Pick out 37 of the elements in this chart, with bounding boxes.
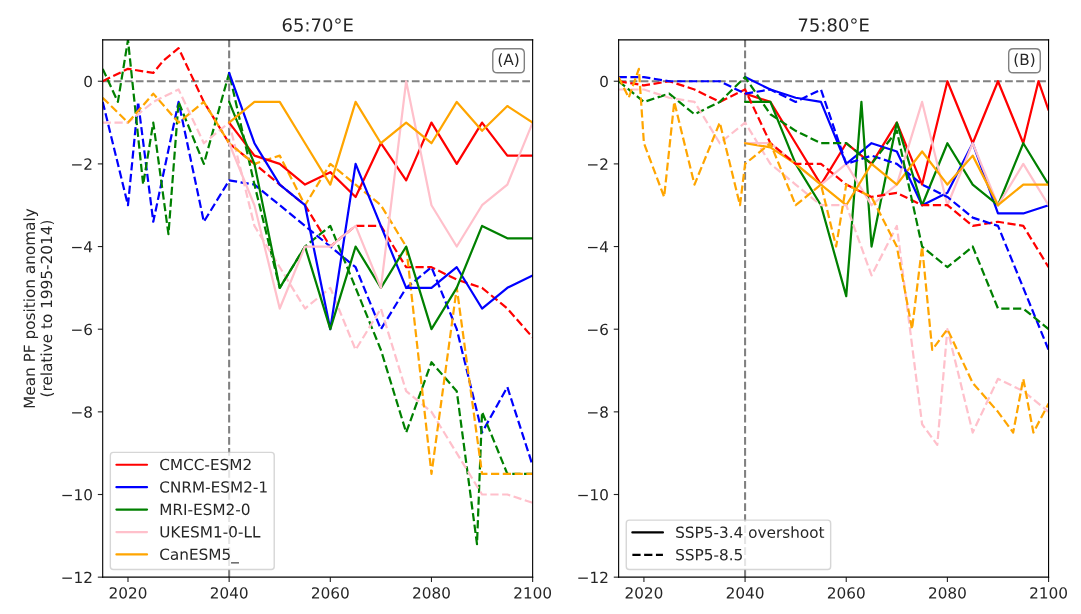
y-tick-label: −2 xyxy=(588,158,608,170)
x-tick-label: 2040 xyxy=(210,587,248,599)
y-tick-label: −8 xyxy=(72,406,92,418)
y-tick-label: −2 xyxy=(72,158,92,170)
x-tick-label: 2060 xyxy=(311,587,349,599)
x-tick-label: 2020 xyxy=(625,587,663,599)
annotation: (B) xyxy=(1014,53,1035,67)
legend-label: CMCC-ESM2 xyxy=(160,458,251,471)
y-tick-label: −6 xyxy=(588,323,608,336)
y-tick-label: −10 xyxy=(62,488,92,501)
x-tick-label: 2100 xyxy=(514,587,552,599)
chart-title: 65:70°E xyxy=(282,18,353,32)
y-tick-label: 0 xyxy=(84,75,92,88)
y-tick-label: −12 xyxy=(578,571,608,583)
x-tick-label: 2060 xyxy=(827,587,865,599)
y-tick-label: 0 xyxy=(600,75,608,88)
chart-title: 75:80°E xyxy=(798,18,869,32)
legend-label: CanESM5_ xyxy=(160,548,239,564)
y-axis-title: Mean PF position anomaly (relative to 1995-2014) xyxy=(23,208,55,408)
annotation: (A) xyxy=(498,53,519,67)
y-tick-label: −4 xyxy=(72,241,93,253)
y-tick-label: −10 xyxy=(578,488,608,501)
legend-label: MRI-ESM2-0 xyxy=(160,503,250,516)
x-tick-label: 2040 xyxy=(726,587,764,599)
legend-label: UKESM1-0-LL xyxy=(160,526,261,538)
y-tick-label: −8 xyxy=(588,406,608,418)
x-tick-label: 2100 xyxy=(1030,587,1067,599)
y-tick-label: −4 xyxy=(588,241,609,253)
x-tick-label: 2080 xyxy=(413,587,450,599)
y-tick-label: −12 xyxy=(62,571,92,583)
line-series xyxy=(228,121,533,199)
annotation: SSP5-8.5 xyxy=(676,548,742,561)
x-tick-label: 2080 xyxy=(929,587,966,599)
y-tick-label: −6 xyxy=(72,323,93,336)
x-tick-label: 2020 xyxy=(109,587,147,599)
legend-label: CNRM-ESM2-1 xyxy=(160,481,267,493)
annotation: SSP5-3.4 overshoot xyxy=(676,526,825,539)
